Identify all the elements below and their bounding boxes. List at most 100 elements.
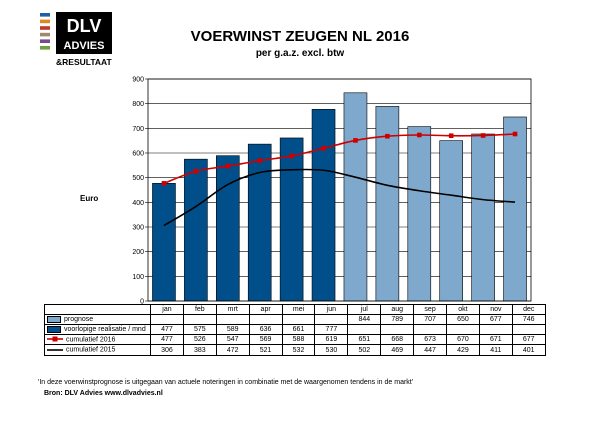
data-label: 502 (347, 344, 382, 356)
data-label: 306 (150, 344, 184, 356)
data-label: 575 (182, 324, 217, 335)
data-label (413, 324, 448, 335)
legend-cell: prognose (44, 314, 151, 325)
y-tick-label: 300 (132, 225, 144, 232)
data-label: 677 (511, 333, 546, 346)
data-label: 668 (380, 333, 415, 346)
data-label: 746 (511, 314, 546, 325)
bars (152, 92, 527, 302)
y-tick-label: 900 (132, 77, 144, 84)
marker-cumulatief-2016-nov (480, 133, 486, 138)
legend-swatch-prognose (47, 315, 61, 323)
marker-cumulatief-2016-jun (321, 146, 326, 151)
data-label: 569 (248, 333, 283, 346)
data-label: 589 (215, 324, 250, 335)
data-label: 469 (380, 344, 415, 356)
bar-realisatie-feb (184, 158, 208, 302)
data-label: 477 (150, 324, 184, 335)
bar-prognose-sep (407, 126, 432, 302)
bar-line-chart: 0 100 200 300 400 500 600 700 800 900 (132, 77, 532, 306)
data-label: 707 (413, 314, 448, 325)
plot-area-frame (147, 78, 532, 302)
data-label (281, 314, 316, 325)
y-axis-label: Euro (80, 194, 99, 203)
table-row: voorlopige realisatie / mnd 477 575 589 636 6… (44, 324, 546, 335)
data-label: 636 (248, 324, 283, 335)
table-row: prognose 844 789 707 650 677 746 (44, 314, 546, 325)
marker-cumulatief-2016-jul (353, 138, 358, 143)
marker-cumulatief-2016-sep (416, 132, 422, 138)
bar-prognose-jul (343, 92, 368, 302)
data-label: 530 (314, 344, 349, 356)
data-label: 650 (446, 314, 480, 325)
marker-cumulatief-2016-dec (512, 131, 518, 137)
data-label: 677 (478, 314, 513, 325)
data-label (478, 324, 513, 335)
x-tick-label: mrt (215, 304, 250, 315)
source-line: Bron: DLV Advies www.dlvadvies.nl (44, 390, 163, 397)
marker-cumulatief-2016-mrt (225, 163, 231, 169)
data-label: 383 (182, 344, 217, 356)
x-tick-label: okt (446, 304, 480, 315)
data-label (182, 314, 217, 325)
data-label: 526 (182, 333, 217, 346)
data-label (314, 314, 349, 325)
bar-realisatie-jan (152, 183, 176, 302)
x-tick-label: feb (182, 304, 217, 315)
x-tick-label: aug (380, 304, 415, 315)
data-label: 429 (446, 344, 480, 356)
x-tick-label: jul (347, 304, 382, 315)
logo-text-advies: ADVIES (64, 40, 105, 52)
data-label: 588 (281, 333, 316, 346)
bar-realisatie-jun (311, 109, 336, 302)
legend-swatch-realisatie (47, 325, 61, 333)
table-row: cumulatief 2016 477 526 547 569 588 619 651 668 6… (44, 333, 546, 346)
line-cumulatief-2015 (163, 168, 516, 227)
logo-stripe (40, 19, 50, 24)
x-tick-label: jun (314, 304, 349, 315)
data-label: 671 (478, 333, 513, 346)
x-tick-label: mei (281, 304, 316, 315)
data-label: 661 (281, 324, 316, 335)
line-cumulatief-2016 (163, 133, 516, 185)
legend-label: cumulatief 2016 (66, 336, 116, 344)
logo-text-dlv: DLV (67, 16, 102, 36)
data-label: 844 (347, 314, 382, 325)
data-label: 401 (511, 344, 546, 356)
data-label (511, 324, 546, 335)
logo-stripes (40, 13, 50, 50)
data-label (150, 314, 184, 325)
marker-cumulatief-2016-mei (289, 153, 294, 159)
x-tick-label: nov (478, 304, 513, 315)
bar-prognose-okt (439, 140, 463, 302)
legend-label: voorlopige realisatie / mnd (64, 326, 146, 333)
logo-stripe (40, 13, 50, 17)
marker-cumulatief-2016-aug (385, 133, 390, 139)
data-table: jan feb mrt apr mei jun jul aug sep okt nov dec prog… (44, 304, 546, 356)
legend-swatch-cumulatief-2015 (47, 346, 63, 354)
data-label: 472 (215, 344, 250, 356)
bar-realisatie-apr (247, 143, 272, 302)
table-corner (44, 304, 151, 315)
data-label: 651 (347, 333, 382, 346)
data-label: 673 (413, 333, 448, 346)
y-tick-label: 400 (132, 200, 144, 207)
legend-cell: voorlopige realisatie / mnd (44, 324, 151, 335)
y-tick-label: 0 (140, 299, 144, 306)
data-label (347, 324, 382, 335)
logo-stripe (40, 26, 50, 30)
data-label (446, 324, 480, 335)
logo-text-resultaat: &RESULTAAT (56, 57, 113, 67)
x-tick-label: jan (150, 304, 184, 315)
data-label (215, 314, 250, 325)
data-label (248, 314, 283, 325)
legend-label: prognose (64, 316, 94, 323)
logo-stripe (40, 32, 50, 37)
footnote: 'In deze voerwinstprognose is uitgegaan … (38, 379, 414, 386)
bar-realisatie-mei (279, 137, 304, 302)
data-label: 447 (413, 344, 448, 356)
data-label: 521 (248, 344, 283, 356)
x-tick-label: sep (413, 304, 448, 315)
chart-title: VOERWINST ZEUGEN NL 2016 (190, 28, 410, 45)
y-tick-label: 700 (132, 126, 144, 133)
